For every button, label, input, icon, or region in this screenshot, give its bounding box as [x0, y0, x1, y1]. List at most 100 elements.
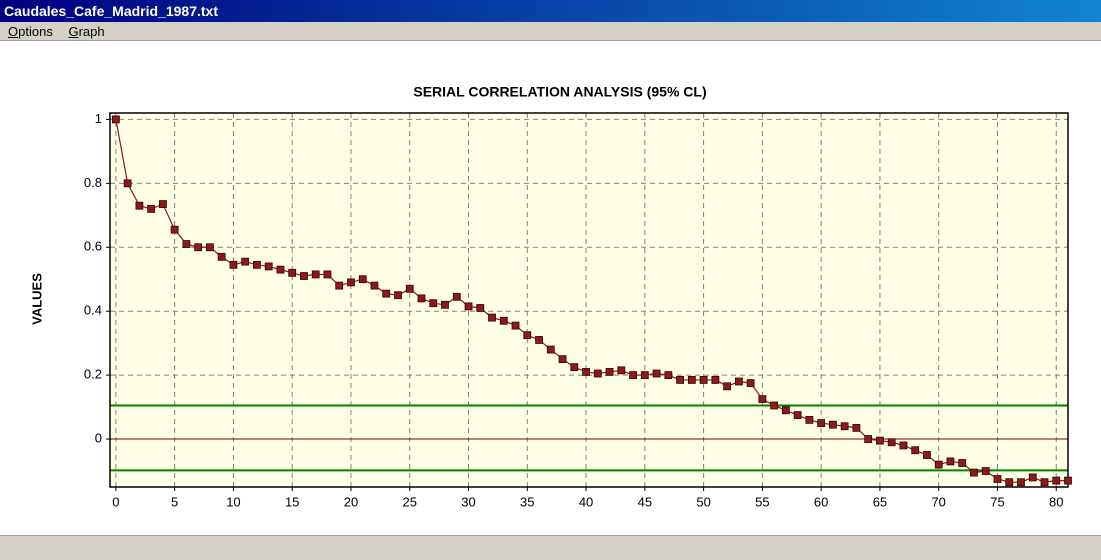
data-point	[993, 475, 1002, 483]
data-point	[1028, 473, 1037, 482]
data-point	[981, 467, 990, 475]
x-tick-label: 10	[226, 494, 240, 509]
data-point	[335, 281, 344, 290]
y-tick-label: 0.8	[84, 175, 102, 190]
data-point	[394, 291, 402, 300]
data-point	[429, 299, 438, 308]
data-point	[311, 270, 320, 279]
data-point	[876, 436, 884, 445]
data-point	[617, 366, 626, 375]
menu-item[interactable]: Options	[8, 24, 53, 39]
data-point	[476, 304, 485, 312]
data-point	[523, 331, 532, 340]
data-point	[593, 369, 602, 378]
data-point	[123, 179, 132, 188]
chart-title: SERIAL CORRELATION ANALYSIS (95% CL)	[413, 84, 706, 100]
data-point	[170, 225, 179, 234]
data-point	[1064, 476, 1072, 485]
x-tick-label: 0	[112, 494, 119, 509]
x-tick-label: 45	[638, 494, 652, 509]
data-point	[253, 260, 261, 269]
data-point	[135, 201, 144, 210]
data-point	[546, 345, 555, 354]
data-point	[182, 240, 191, 248]
y-tick-label: 0.6	[84, 239, 102, 254]
status-bar	[0, 535, 1101, 560]
x-tick-label: 35	[520, 494, 534, 509]
data-point	[958, 459, 967, 467]
menu-item[interactable]: Graph	[68, 24, 105, 39]
data-point	[358, 275, 367, 284]
data-point	[111, 115, 120, 124]
data-point	[899, 441, 908, 450]
data-point	[570, 363, 579, 372]
x-tick-label: 65	[873, 494, 887, 509]
x-tick-label: 50	[696, 494, 710, 509]
x-tick-label: 75	[990, 494, 1004, 509]
data-point	[734, 377, 743, 386]
data-point	[382, 289, 391, 298]
data-point	[946, 457, 955, 466]
data-point	[840, 422, 849, 431]
y-axis-label: VALUES	[29, 273, 44, 325]
data-point	[464, 302, 473, 311]
data-point	[676, 376, 684, 384]
x-tick-label: 55	[755, 494, 769, 509]
data-point	[699, 376, 708, 384]
x-tick-label: 60	[814, 494, 828, 509]
data-point	[711, 376, 720, 384]
plot-border	[109, 112, 1069, 488]
data-point	[605, 368, 614, 376]
data-point	[687, 376, 696, 384]
series-line	[115, 119, 1068, 483]
data-point	[1005, 478, 1014, 487]
menu-bar: Options Graph	[0, 22, 1101, 41]
data-point	[194, 243, 203, 252]
data-point	[758, 395, 767, 403]
y-tick-label: 0	[95, 430, 102, 445]
data-point	[664, 371, 673, 380]
data-point	[499, 316, 508, 325]
data-point	[347, 278, 355, 287]
title-bar: Caudales_Cafe_Madrid_1987.txt	[0, 0, 1101, 22]
data-point	[829, 420, 837, 429]
data-point	[652, 369, 661, 378]
data-point	[452, 292, 461, 301]
data-point	[300, 272, 308, 280]
x-tick-label: 30	[461, 494, 475, 509]
x-tick-label: 15	[285, 494, 299, 509]
data-point	[805, 415, 814, 424]
data-point	[158, 200, 167, 209]
data-point	[264, 262, 273, 271]
data-point	[864, 435, 873, 443]
data-point	[217, 252, 226, 261]
data-point	[147, 204, 156, 213]
y-tick-label: 1	[95, 111, 102, 126]
data-point	[229, 260, 238, 269]
data-point	[793, 411, 802, 419]
x-tick-label: 40	[579, 494, 593, 509]
x-tick-label: 25	[403, 494, 417, 509]
data-point	[582, 368, 590, 376]
data-point	[535, 336, 543, 344]
data-point	[1017, 478, 1025, 487]
x-tick-label: 80	[1049, 494, 1063, 509]
data-point	[781, 406, 790, 415]
data-point	[723, 382, 732, 391]
x-tick-label: 20	[344, 494, 358, 509]
data-point	[911, 446, 920, 455]
data-point	[558, 355, 567, 364]
y-tick-label: 0.4	[84, 303, 102, 318]
data-point	[276, 265, 285, 274]
data-point	[441, 300, 449, 309]
data-point	[817, 419, 826, 427]
data-point	[370, 281, 379, 290]
data-point	[405, 284, 414, 293]
data-point	[323, 270, 332, 279]
chart: SERIAL CORRELATION ANALYSIS (95% CL) VAL…	[29, 84, 1072, 509]
data-point	[640, 371, 649, 380]
data-point	[288, 268, 297, 277]
data-point	[770, 401, 779, 410]
data-point	[852, 423, 861, 432]
